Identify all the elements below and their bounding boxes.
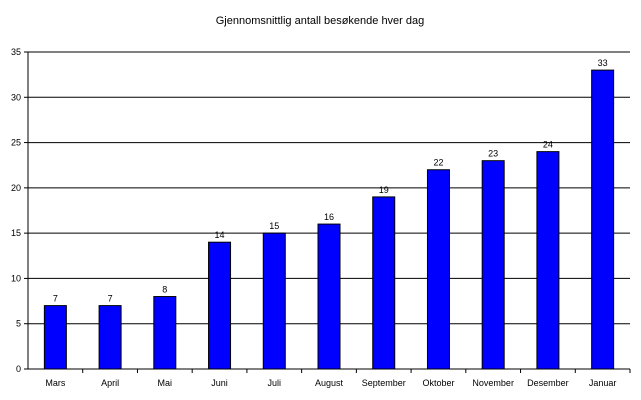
data-label: 19 — [379, 185, 389, 195]
data-label: 16 — [324, 212, 334, 222]
x-tick-label: Mars — [45, 378, 65, 388]
bar — [317, 223, 341, 370]
chart-title: Gjennomsnittlig antall besøkende hver da… — [216, 15, 425, 27]
x-tick-label: Mai — [158, 378, 173, 388]
x-tick-label: Juli — [268, 378, 282, 388]
bar — [426, 169, 450, 370]
bar — [98, 305, 122, 370]
bar — [208, 241, 232, 370]
x-tick-label: September — [362, 378, 406, 388]
data-label: 7 — [53, 294, 58, 304]
y-axis: 0 5 10 15 20 25 30 35 — [11, 47, 29, 374]
data-label: 7 — [108, 294, 113, 304]
y-tick-label: 20 — [11, 183, 21, 193]
y-tick-label: 25 — [11, 138, 21, 148]
bar — [536, 151, 560, 370]
data-label: 23 — [488, 149, 498, 159]
y-tick-label: 5 — [16, 319, 21, 329]
data-label: 15 — [269, 221, 279, 231]
y-tick-label: 0 — [16, 364, 21, 374]
x-tick-label: August — [315, 378, 344, 388]
x-axis: Mars April Mai Juni Juli August September Oktob… — [28, 368, 631, 388]
data-label: 24 — [543, 140, 553, 150]
y-tick-label: 35 — [11, 47, 21, 57]
bar — [481, 160, 505, 370]
x-tick-label: Juni — [211, 378, 228, 388]
data-label: 8 — [162, 285, 167, 295]
bar — [591, 69, 615, 370]
x-tick-label: November — [472, 378, 514, 388]
bar — [153, 296, 177, 370]
x-tick-label: April — [101, 378, 119, 388]
bar — [372, 196, 396, 370]
bar — [262, 232, 286, 370]
data-label: 22 — [433, 158, 443, 168]
data-label: 33 — [598, 58, 608, 68]
x-tick-label: Oktober — [422, 378, 454, 388]
x-tick-label: Desember — [527, 378, 569, 388]
y-tick-label: 10 — [11, 273, 21, 283]
bars: 7 7 8 14 15 16 19 22 23 24 33 — [43, 58, 615, 370]
y-tick-label: 30 — [11, 92, 21, 102]
bar — [43, 305, 67, 370]
x-tick-label: Januar — [589, 378, 617, 388]
data-label: 14 — [215, 230, 225, 240]
y-tick-label: 15 — [11, 228, 21, 238]
